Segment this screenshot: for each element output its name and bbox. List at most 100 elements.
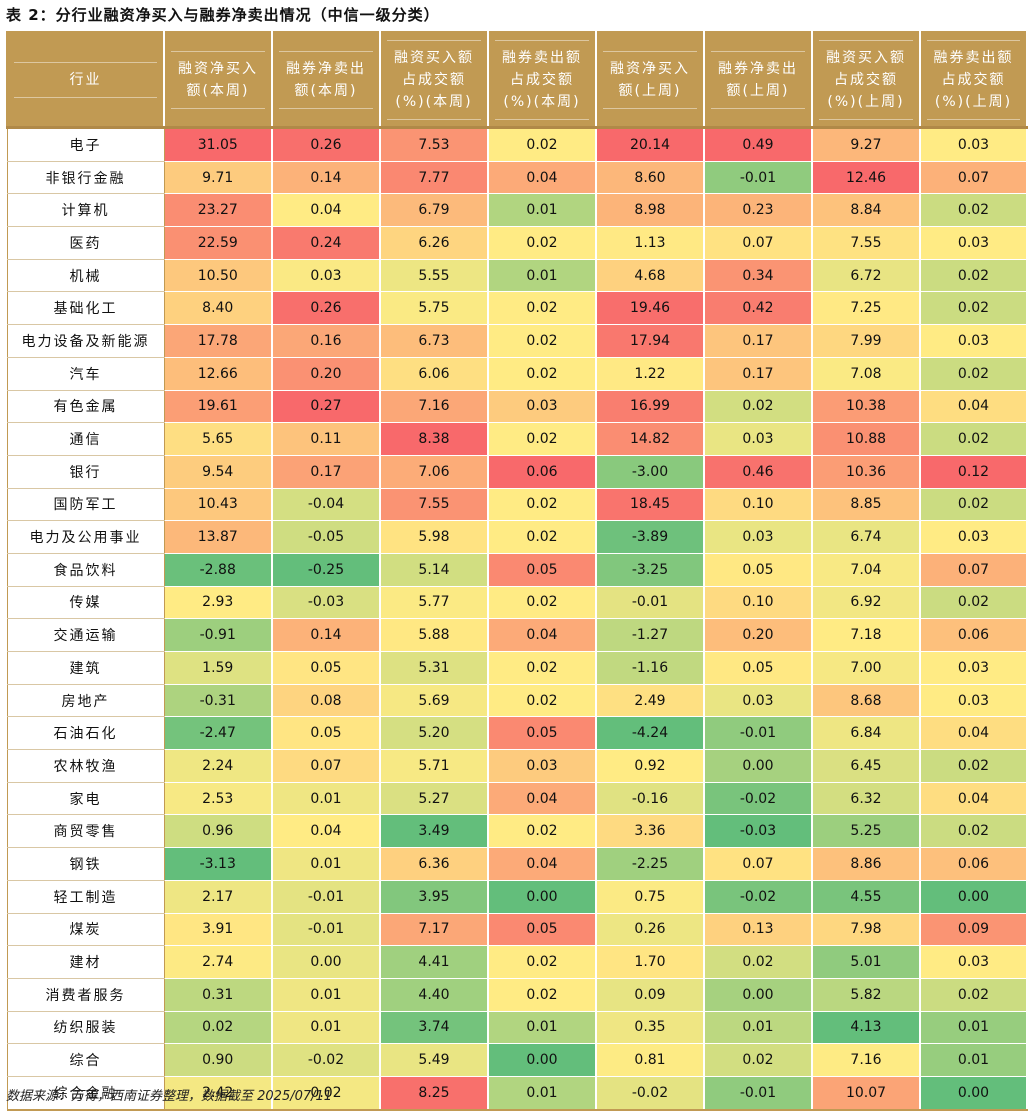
value-cell: 0.04	[920, 782, 1028, 816]
value-cell: 0.96	[163, 814, 273, 849]
value-cell: 0.00	[704, 749, 813, 783]
table-row: 房地产 -0.31 0.08 5.69 0.02 2.49 0.03 8.68 0.03	[6, 684, 1028, 718]
value-cell: 6.74	[812, 520, 921, 554]
industry-cell: 农林牧渔	[6, 749, 165, 783]
value-cell: -3.25	[596, 553, 705, 587]
table-row: 基础化工 8.40 0.26 5.75 0.02 19.46 0.42 7.25 0.02	[6, 291, 1028, 326]
value-cell: 0.02	[920, 422, 1028, 456]
value-cell: 20.14	[596, 127, 705, 162]
industry-cell: 钢铁	[6, 847, 165, 881]
value-cell: 0.02	[272, 1076, 381, 1111]
value-cell: 0.05	[704, 553, 813, 587]
value-cell: 0.01	[488, 193, 597, 228]
industry-cell: 交通运输	[6, 618, 165, 652]
value-cell: 0.07	[920, 161, 1028, 195]
value-cell: 7.99	[812, 324, 921, 358]
value-cell: 7.18	[812, 618, 921, 652]
value-cell: 0.02	[920, 357, 1028, 391]
value-cell: 5.27	[380, 782, 489, 816]
industry-cell: 建材	[6, 945, 165, 979]
table-body: 电子 31.05 0.26 7.53 0.02 20.14 0.49 9.27 0.03 非银行金…	[6, 127, 1028, 1111]
value-cell: 8.38	[380, 422, 489, 456]
table-row: 电力设备及新能源 17.78 0.16 6.73 0.02 17.94 0.17 7.99 0.…	[6, 324, 1028, 358]
header-line: (%)(上周)	[934, 93, 1013, 110]
value-cell: 0.05	[488, 913, 597, 947]
value-cell: -0.91	[163, 618, 273, 652]
value-cell: -0.31	[163, 684, 273, 718]
header-line: 占成交额	[941, 71, 1006, 88]
value-cell: 0.92	[596, 749, 705, 783]
value-cell: 0.05	[488, 716, 597, 751]
value-cell: 0.02	[920, 488, 1028, 522]
value-cell: -3.89	[596, 520, 705, 554]
value-cell: 0.03	[920, 520, 1028, 554]
value-cell: 6.84	[812, 716, 921, 751]
value-cell: 5.75	[380, 291, 489, 326]
value-cell: 0.09	[920, 913, 1028, 947]
table-row: 综合金融 2.42 0.02 8.25 0.01 -0.02 -0.01 10.07 0.00	[6, 1076, 1028, 1111]
value-cell: 0.26	[272, 291, 381, 326]
industry-cell: 综合	[6, 1043, 165, 1077]
value-cell: 3.91	[163, 913, 273, 947]
industry-cell: 医药	[6, 226, 165, 260]
table-row: 汽车 12.66 0.20 6.06 0.02 1.22 0.17 7.08 0.02	[6, 357, 1028, 391]
value-cell: 5.77	[380, 586, 489, 620]
value-cell: 0.02	[488, 651, 597, 685]
value-cell: 0.02	[920, 978, 1028, 1012]
table-row: 食品饮料 -2.88 -0.25 5.14 0.05 -3.25 0.05 7.04 0.07	[6, 553, 1028, 587]
header-row: 行业 融资净买入 额(本周) 融券净卖出 额(本周) 融资买入额 占成交额 (%)(本周) 融券…	[6, 31, 1028, 129]
value-cell: -0.01	[272, 913, 381, 947]
value-cell: 7.55	[812, 226, 921, 260]
value-cell: 0.00	[272, 945, 381, 979]
value-cell: 0.03	[920, 324, 1028, 358]
value-cell: 23.27	[163, 193, 273, 228]
table-row: 钢铁 -3.13 0.01 6.36 0.04 -2.25 0.07 8.86 0.06	[6, 847, 1028, 881]
value-cell: 0.01	[488, 1076, 597, 1111]
financing-table: 行业 融资净买入 额(本周) 融券净卖出 额(本周) 融资买入额 占成交额 (%)(本周) 融券…	[6, 31, 1028, 1111]
value-cell: 0.05	[272, 716, 381, 751]
table-row: 石油石化 -2.47 0.05 5.20 0.05 -4.24 -0.01 6.84 0.04	[6, 716, 1028, 751]
header-col-3: 融资买入额 占成交额 (%)(本周)	[379, 31, 489, 129]
value-cell: 6.36	[380, 847, 489, 881]
header-col-6: 融券净卖出 额(上周)	[703, 31, 813, 129]
value-cell: -0.02	[272, 1043, 381, 1077]
value-cell: 8.98	[596, 193, 705, 228]
table-row: 国防军工 10.43 -0.04 7.55 0.02 18.45 0.10 8.85 0.02	[6, 488, 1028, 522]
value-cell: -0.01	[704, 1076, 813, 1111]
industry-cell: 综合金融	[6, 1076, 165, 1111]
value-cell: 7.16	[380, 390, 489, 424]
value-cell: 0.02	[488, 520, 597, 554]
value-cell: 0.01	[272, 1011, 381, 1045]
value-cell: 10.38	[812, 390, 921, 424]
value-cell: 0.03	[488, 749, 597, 783]
value-cell: 5.98	[380, 520, 489, 554]
value-cell: 9.27	[812, 127, 921, 162]
value-cell: 6.73	[380, 324, 489, 358]
header-line: 融资净买入	[610, 60, 690, 77]
value-cell: 0.06	[920, 618, 1028, 652]
value-cell: 0.42	[704, 291, 813, 326]
header-col-4: 融券卖出额 占成交额 (%)(本周)	[487, 31, 597, 129]
source-note: 数据来源：万得，西南证券整理，数据截至 2025/07/11	[6, 1089, 333, 1104]
value-cell: 13.87	[163, 520, 273, 554]
value-cell: 0.05	[704, 651, 813, 685]
value-cell: 5.55	[380, 259, 489, 293]
table-row: 建筑 1.59 0.05 5.31 0.02 -1.16 0.05 7.00 0.03	[6, 651, 1028, 685]
header-col-5: 融资净买入 额(上周)	[595, 31, 705, 129]
value-cell: 0.04	[488, 161, 597, 195]
table-row: 纺织服装 0.02 0.01 3.74 0.01 0.35 0.01 4.13 0.01	[6, 1011, 1028, 1045]
value-cell: 0.01	[488, 1011, 597, 1045]
value-cell: 0.03	[920, 945, 1028, 979]
table-row: 传媒 2.93 -0.03 5.77 0.02 -0.01 0.10 6.92 0.02	[6, 586, 1028, 620]
financing-table-container: 行业 融资净买入 额(本周) 融券净卖出 额(本周) 融资买入额 占成交额 (%)(本周) 融券…	[6, 31, 1028, 1111]
value-cell: 0.03	[704, 684, 813, 718]
value-cell: 4.13	[812, 1011, 921, 1045]
industry-cell: 轻工制造	[6, 880, 165, 914]
value-cell: 0.27	[272, 390, 381, 424]
industry-cell: 机械	[6, 259, 165, 293]
table-row: 交通运输 -0.91 0.14 5.88 0.04 -1.27 0.20 7.18 0.06	[6, 618, 1028, 652]
header-col-2: 融券净卖出 额(本周)	[271, 31, 381, 129]
value-cell: 0.00	[920, 1076, 1028, 1111]
value-cell: 0.75	[596, 880, 705, 914]
value-cell: 0.04	[488, 782, 597, 816]
